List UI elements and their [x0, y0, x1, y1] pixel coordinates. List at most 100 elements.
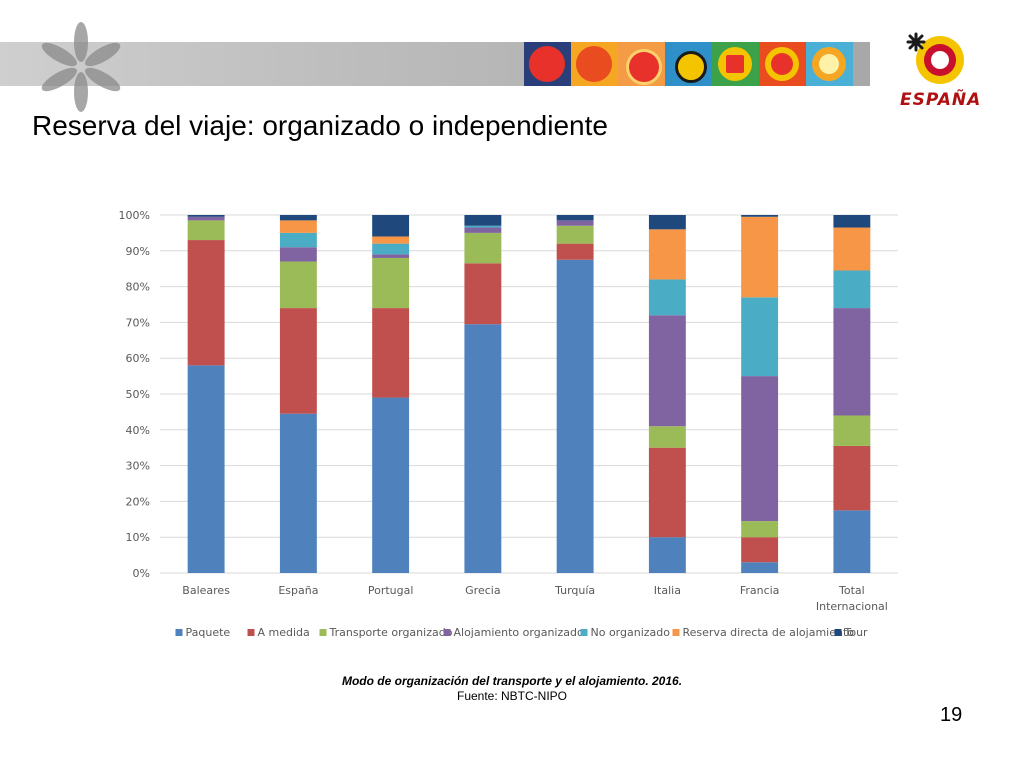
bar-segment [556, 220, 594, 226]
bar-segment [556, 259, 594, 573]
espana-logo: ESPAÑA [896, 28, 982, 118]
y-tick-label: 70% [126, 316, 150, 329]
y-tick-label: 60% [126, 352, 150, 365]
bar-segment [464, 225, 502, 228]
x-tick-label: Francia [740, 584, 780, 597]
sun-tile-icon [665, 42, 712, 86]
x-tick-label: Baleares [182, 584, 230, 597]
bar-segment [648, 315, 686, 427]
bar-segment [741, 521, 779, 538]
bar-segment [464, 232, 502, 264]
sun-tile-icon [712, 42, 759, 86]
bar-segment [279, 232, 317, 248]
bar-segment [372, 236, 410, 244]
y-tick-label: 0% [133, 567, 150, 580]
legend-label: A medida [258, 626, 310, 639]
y-tick-label: 20% [126, 495, 150, 508]
y-tick-label: 30% [126, 460, 150, 473]
legend-swatch [672, 629, 680, 636]
bar-segment [833, 227, 871, 271]
x-tick-label: España [278, 584, 318, 597]
stacked-bar-chart: 0% 10% 20% 30% 40% 50% 60% 70% 80% 90% 100% Baleare… [119, 209, 898, 639]
bar-segment [741, 562, 779, 573]
sun-star-icon [41, 22, 121, 112]
bar-segment [279, 247, 317, 262]
logo-text: ESPAÑA [900, 90, 982, 110]
bar-segment [464, 324, 502, 573]
bar-segment [279, 308, 317, 414]
y-tick-label: 50% [126, 388, 150, 401]
bar-segment [648, 215, 686, 230]
header-banner: ESPAÑA [0, 0, 1024, 112]
bar-segment [833, 445, 871, 511]
bar-segment [464, 215, 502, 226]
bar-segment [648, 447, 686, 538]
legend-label: Reserva directa de alojamiento [683, 626, 855, 639]
bar-segment [556, 225, 594, 244]
y-tick-label: 40% [126, 424, 150, 437]
sun-tile-icon [524, 42, 571, 86]
caption-title: Modo de organización del transporte y el… [341, 674, 683, 688]
bar-segment [556, 243, 594, 260]
bar-segment [279, 413, 317, 573]
bar-segment [741, 537, 779, 563]
bar-segment [187, 215, 225, 217]
bar-segment [741, 376, 779, 522]
bar-segment [464, 263, 502, 325]
page-title: Reserva del viaje: organizado o independ… [32, 110, 608, 141]
bar-segment [187, 365, 225, 573]
legend-label: Paquete [186, 626, 231, 639]
bar-segment [279, 261, 317, 309]
legend-label: No organizado [591, 626, 671, 639]
legend-swatch [580, 629, 588, 636]
sun-tiles [524, 42, 853, 86]
x-tick-label: Grecia [465, 584, 500, 597]
chart-caption: Modo de organización del transporte y el… [0, 674, 1024, 704]
sun-tile-icon [806, 42, 853, 86]
bar-segment [372, 257, 410, 309]
y-tick-label: 80% [126, 281, 150, 294]
bar-segment [648, 279, 686, 316]
bar-segment [741, 215, 779, 217]
bar-segment [833, 215, 871, 228]
bar-segment [464, 227, 502, 233]
bar-segment [833, 415, 871, 446]
bar-segment [372, 308, 410, 398]
legend-swatch [175, 629, 183, 636]
y-tick-label: 90% [126, 245, 150, 258]
bar-segment [372, 215, 410, 237]
legend-label: Alojamiento organizado [454, 626, 584, 639]
bar-segment [648, 537, 686, 573]
legend-label: Tour [844, 626, 869, 639]
sun-tile-icon [571, 42, 618, 86]
bar-segment [741, 297, 779, 377]
bar-segment [187, 216, 225, 221]
bar-segment [187, 220, 225, 241]
legend-label: Transporte organizado [329, 626, 453, 639]
bar-segment [741, 216, 779, 298]
legend-swatch [834, 629, 842, 636]
bar-segment [556, 215, 594, 221]
bar-segment [648, 229, 686, 280]
bar-segment [372, 397, 410, 573]
bar-segment [372, 254, 410, 258]
y-tick-label: 100% [119, 209, 150, 222]
x-tick-label: Portugal [368, 584, 414, 597]
bar-segment [833, 270, 871, 309]
legend-swatch [319, 629, 327, 636]
bar-segment [372, 243, 410, 255]
sun-tile-icon [759, 42, 806, 86]
bar-segment [279, 215, 317, 221]
bar-segment [279, 220, 317, 233]
legend-swatch [247, 629, 255, 636]
legend-swatch [443, 629, 451, 636]
bar-segment [833, 510, 871, 573]
espana-sun-icon [906, 32, 964, 84]
y-tick-label: 10% [126, 531, 150, 544]
x-tick-label: Internacional [816, 600, 888, 613]
x-tick-label: Turquía [554, 584, 595, 597]
sun-tile-icon [618, 42, 665, 86]
slide-number: 19 [940, 704, 963, 726]
x-tick-label: Total [838, 584, 865, 597]
bar-segment [648, 426, 686, 448]
